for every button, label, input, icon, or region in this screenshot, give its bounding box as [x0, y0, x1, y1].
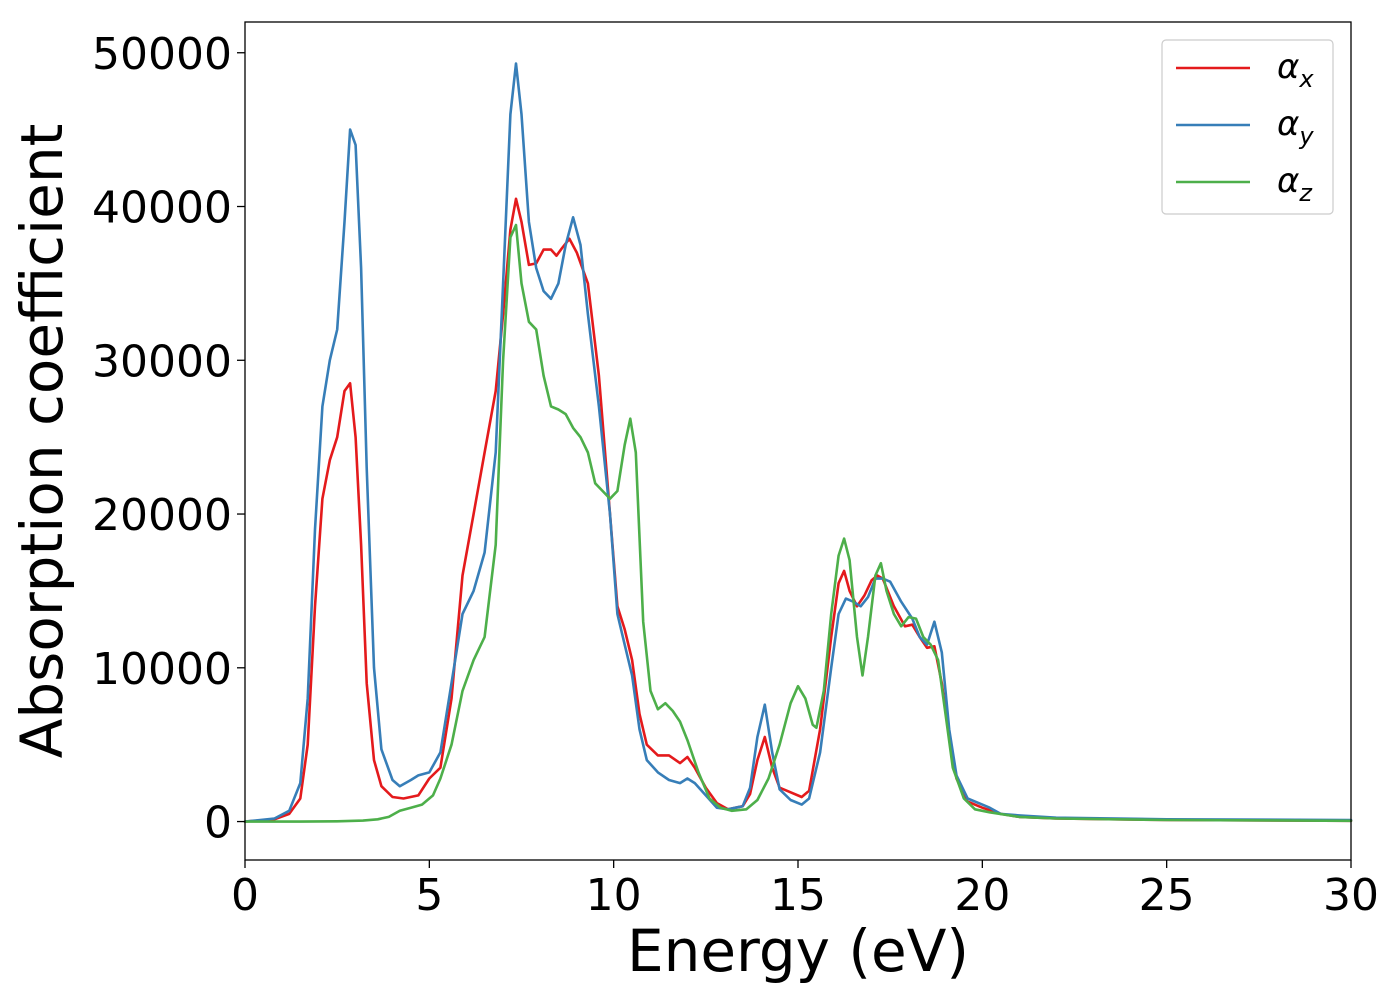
x-tick-label: 5: [415, 870, 443, 921]
x-tick-label: 30: [1323, 870, 1379, 921]
x-tick-label: 10: [586, 870, 642, 921]
y-tick-label: 40000: [92, 183, 232, 234]
series-line-y: [243, 62, 1353, 823]
x-tick-label: 20: [954, 870, 1010, 921]
y-tick-label: 30000: [92, 336, 232, 387]
y-axis-title: Absorption coefficient: [8, 124, 76, 759]
x-tick-label: 25: [1139, 870, 1195, 921]
series-layer: [243, 62, 1353, 823]
y-axis-ticks: 0 10000 20000 30000 40000 50000: [92, 29, 245, 849]
y-tick-label: 0: [204, 798, 232, 849]
y-tick-label: 20000: [92, 490, 232, 541]
x-axis-title: Energy (eV): [627, 917, 969, 985]
series-line-x: [243, 197, 1353, 823]
y-tick-label: 10000: [92, 644, 232, 695]
y-tick-label: 50000: [92, 29, 232, 80]
x-tick-label: 15: [770, 870, 826, 921]
x-tick-label: 0: [231, 870, 259, 921]
legend-box: [1161, 39, 1334, 215]
series-line-z: [243, 223, 1353, 823]
x-axis-ticks: 0 5 10 15 20 25 30: [231, 860, 1379, 921]
